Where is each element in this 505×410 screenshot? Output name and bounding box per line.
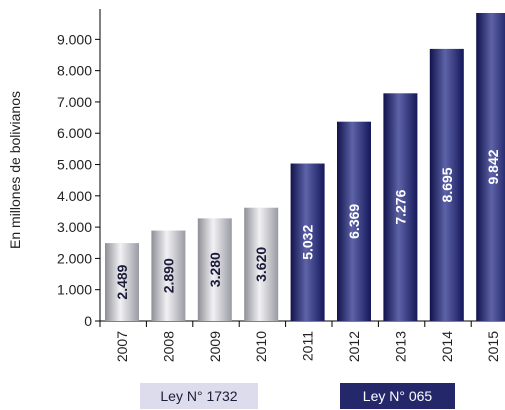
bar [429,48,464,321]
bar-value-label: 6.369 [346,204,362,239]
y-tick-label: 0 [84,313,92,329]
y-tick-label: 8.000 [57,63,92,79]
x-tick-label: 2012 [346,331,362,362]
x-tick-label: 2009 [207,331,223,362]
bar [244,207,279,321]
y-tick-label: 6.000 [57,125,92,141]
bar [337,121,371,321]
legend-ley-1732: Ley N° 1732 [140,383,258,409]
x-axis: 2007 2008 2009 2010 2011 2012 2013 2014 2015 [99,320,505,362]
x-tick-label: 2013 [392,331,408,362]
bar-value-label: 2.489 [114,264,130,299]
x-tick-label: 2007 [114,331,130,362]
legend-ley-065-label: Ley N° 065 [362,388,433,404]
bar [151,230,186,321]
bar-value-label: 5.032 [300,225,316,260]
bar [476,13,505,321]
y-axis: 0 1.000 2.000 3.000 4.000 5.000 6.000 7.000 8.00… [57,9,101,329]
legend-ley-1732-label: Ley N° 1732 [160,388,238,404]
x-tick-label: 2014 [439,331,455,362]
y-tick-label: 3.000 [57,219,92,235]
bar [290,163,325,321]
bar-value-label: 3.280 [207,252,223,287]
y-tick-label: 9.000 [57,31,92,47]
x-tick-label: 2008 [160,331,176,362]
x-tick-label: 2015 [485,331,501,362]
data-labels: 2.489 2.890 3.280 3.620 5.032 6.369 7.276 8.695… [114,149,501,299]
y-tick-label: 4.000 [57,188,92,204]
y-axis-title: En millones de bolivianos [7,91,23,249]
bar [197,218,232,321]
y-tick-label: 5.000 [57,157,92,173]
y-tick-label: 2.000 [57,250,92,266]
bar-value-label: 8.695 [439,167,455,202]
bar-value-label: 9.842 [485,149,501,184]
x-tick-label: 2011 [300,331,316,361]
y-tick-label: 7.000 [57,94,92,110]
bar-value-label: 3.620 [253,247,269,282]
bar-value-label: 2.890 [160,258,176,293]
bar [383,93,418,321]
x-tick-label: 2010 [253,331,269,362]
y-tick-label: 1.000 [57,282,92,298]
bar [105,243,139,321]
bar-value-label: 7.276 [392,189,408,224]
legend-ley-065: Ley N° 065 [340,383,455,409]
bars [105,13,505,321]
